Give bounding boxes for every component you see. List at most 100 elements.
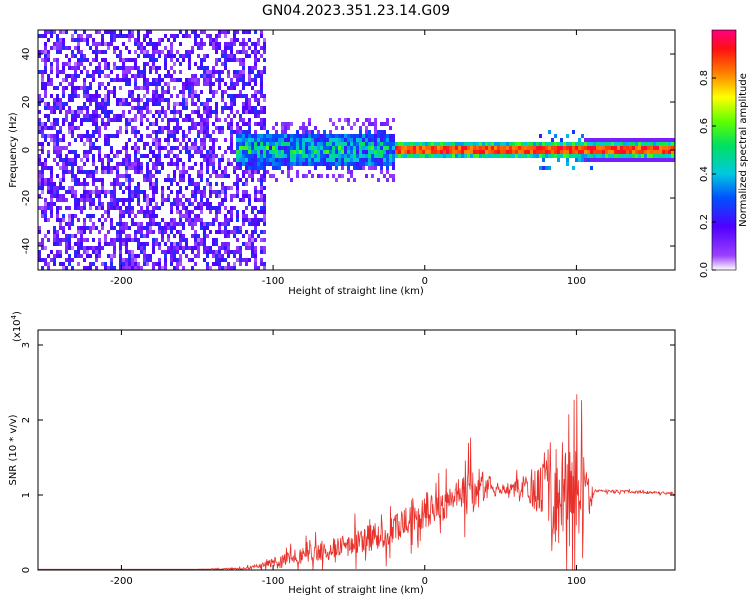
spectrogram-cell [71, 246, 74, 250]
spectrogram-cell [629, 146, 632, 150]
spectrogram-cell [545, 154, 548, 158]
spectrogram-cell [260, 110, 263, 114]
spectrogram-cell [122, 78, 125, 82]
spectrogram-cell [263, 154, 266, 158]
spectrogram-cell [206, 154, 209, 158]
spectrogram-cell [152, 94, 155, 98]
spectrogram-cell [167, 162, 170, 166]
spectrogram-cell [323, 158, 326, 162]
spectrogram-cell [302, 146, 305, 150]
spectrogram-cell [122, 110, 125, 114]
spectrogram-cell [119, 174, 122, 178]
spectrogram-cell [179, 158, 182, 162]
spectrogram-cell [74, 234, 77, 238]
spectrogram-cell [332, 134, 335, 138]
spectrogram-cell [50, 138, 53, 142]
spectrogram-cell [659, 154, 662, 158]
spectrogram-cell [275, 154, 278, 158]
spectrogram-cell [119, 226, 122, 230]
spectrogram-cell [146, 110, 149, 114]
spectrogram-cell [209, 86, 212, 90]
spectrogram-cell [122, 226, 125, 230]
spectrogram-cell [242, 42, 245, 46]
spectrogram-cell [188, 34, 191, 38]
spectrogram-cell [71, 190, 74, 194]
spectrogram-cell [158, 114, 161, 118]
spectrogram-cell [221, 154, 224, 158]
spectrogram-cell [62, 118, 65, 122]
spectrogram-cell [53, 106, 56, 110]
spectrogram-cell [314, 154, 317, 158]
spectrogram-cell [299, 154, 302, 158]
spectrogram-cell [470, 150, 473, 154]
spectrogram-cell [179, 42, 182, 46]
spectrogram-cell [131, 94, 134, 98]
spectrogram-cell [161, 162, 164, 166]
spectrogram-cell [191, 78, 194, 82]
spectrogram-cell [470, 154, 473, 158]
spectrogram-cell [203, 110, 206, 114]
spectrogram-cell [539, 134, 542, 138]
spectrogram-cell [194, 30, 197, 34]
spectrogram-cell [242, 194, 245, 198]
spectrogram-cell [116, 54, 119, 58]
spectrogram-cell [95, 122, 98, 126]
spectrogram-cell [299, 158, 302, 162]
spectrogram-cell [83, 170, 86, 174]
spectrogram-cell [263, 42, 266, 46]
spectrogram-cell [224, 234, 227, 238]
spectrogram-cell [185, 54, 188, 58]
spectrogram-cell [74, 194, 77, 198]
spectrogram-cell [53, 126, 56, 130]
spectrogram-cell [572, 166, 575, 170]
spectrogram-cell [167, 174, 170, 178]
spectrogram-cell [263, 222, 266, 226]
spectrogram-cell [281, 158, 284, 162]
spectrogram-cell [68, 222, 71, 226]
spectrogram-cell [479, 154, 482, 158]
spectrogram-cell [80, 206, 83, 210]
spectrogram-cell [128, 50, 131, 54]
spectrogram-cell [206, 162, 209, 166]
spectrogram-cell [53, 254, 56, 258]
spectrogram-cell [203, 82, 206, 86]
spectrogram-cell [299, 142, 302, 146]
spectrogram-cell [239, 230, 242, 234]
spectrogram-cell [371, 150, 374, 154]
spectrogram-cell [374, 138, 377, 142]
spectrogram-cell [53, 202, 56, 206]
spectrogram-cell [230, 230, 233, 234]
spectrogram-cell [194, 150, 197, 154]
spectrogram-cell [608, 138, 611, 142]
spectrogram-cell [167, 138, 170, 142]
spectrogram-cell [665, 138, 668, 142]
spectrogram-cell [254, 74, 257, 78]
spectrogram-cell [545, 146, 548, 150]
spectrogram-cell [221, 90, 224, 94]
spectrogram-cell [155, 82, 158, 86]
spectrogram-cell [263, 38, 266, 42]
spectrogram-cell [161, 234, 164, 238]
spectrogram-cell [209, 82, 212, 86]
spectrogram-cell [242, 138, 245, 142]
spectrogram-cell [248, 258, 251, 262]
spectrogram-cell [260, 122, 263, 126]
spectrogram-cell [269, 162, 272, 166]
spectrogram-cell [191, 202, 194, 206]
spectrogram-cell [65, 74, 68, 78]
spectrogram-cell [185, 186, 188, 190]
spectrogram-cell [203, 102, 206, 106]
spectrogram-cell [155, 262, 158, 266]
spectrogram-cell [89, 150, 92, 154]
spectrogram-cell [560, 154, 563, 158]
spectrogram-cell [131, 262, 134, 266]
spectrogram-cell [92, 198, 95, 202]
spectrogram-cell [110, 222, 113, 226]
spectrogram-cell [116, 202, 119, 206]
spectrogram-cell [251, 222, 254, 226]
spectrogram-cell [308, 162, 311, 166]
spectrogram-cell [149, 210, 152, 214]
spectrogram-cell [191, 98, 194, 102]
spectrogram-cell [209, 230, 212, 234]
spectrogram-cell [305, 174, 308, 178]
